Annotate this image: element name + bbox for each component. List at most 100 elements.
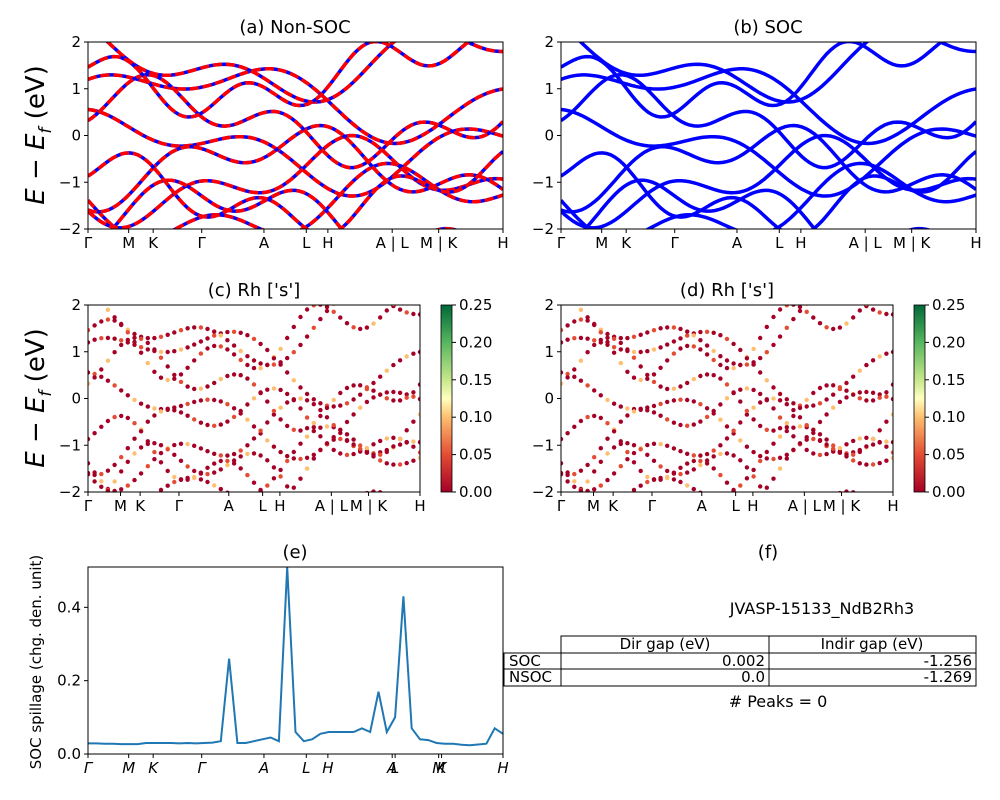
band-point bbox=[565, 293, 569, 297]
band-point bbox=[172, 442, 177, 448]
band-point bbox=[251, 424, 257, 429]
band-point bbox=[245, 333, 250, 338]
band-point bbox=[351, 325, 356, 330]
band-point bbox=[645, 376, 650, 381]
band-point bbox=[758, 370, 763, 375]
band-point bbox=[831, 289, 835, 293]
band-point bbox=[225, 338, 230, 343]
band-point bbox=[265, 347, 270, 353]
band-point bbox=[758, 391, 763, 397]
band-point bbox=[324, 441, 330, 446]
ylabel-top-sub: f bbox=[36, 125, 56, 134]
band-point bbox=[344, 419, 350, 425]
band-point bbox=[738, 420, 743, 425]
band-point bbox=[99, 319, 104, 324]
band-point bbox=[119, 487, 124, 492]
band-point bbox=[291, 456, 296, 461]
band-point bbox=[192, 358, 197, 363]
band-point bbox=[585, 462, 590, 468]
band-point bbox=[397, 398, 403, 403]
band-point bbox=[371, 388, 376, 393]
band-point bbox=[864, 362, 869, 368]
band-point bbox=[92, 371, 97, 377]
band-point bbox=[212, 380, 217, 386]
band-point bbox=[824, 451, 829, 457]
band-line bbox=[578, 42, 976, 104]
band-point bbox=[132, 331, 137, 337]
band-point bbox=[351, 397, 356, 402]
band-point bbox=[172, 408, 177, 413]
band-point bbox=[890, 450, 893, 455]
band-point bbox=[338, 436, 343, 442]
band-point bbox=[265, 362, 270, 368]
x-tick-label: M | K bbox=[350, 497, 389, 515]
band-point bbox=[631, 409, 637, 414]
band-point bbox=[585, 383, 590, 388]
band-point bbox=[698, 453, 703, 458]
colorbar-tick-label: 0.00 bbox=[932, 483, 965, 501]
band-point bbox=[771, 456, 776, 462]
band-point bbox=[718, 451, 723, 457]
band-point bbox=[645, 408, 650, 413]
band-point bbox=[844, 321, 849, 326]
band-point bbox=[178, 379, 184, 385]
band-point bbox=[685, 333, 690, 338]
band-point bbox=[585, 488, 590, 492]
ylabel-spillage: SOC spillage (chg. den. unit) bbox=[27, 555, 45, 770]
band-point bbox=[698, 373, 703, 379]
band-point bbox=[804, 437, 809, 442]
band-point bbox=[572, 479, 577, 484]
band-point bbox=[304, 398, 310, 403]
row-nsoc-indir: -1.269 bbox=[924, 668, 972, 686]
band-point bbox=[877, 428, 882, 433]
band-point bbox=[324, 308, 330, 314]
x-tick-label: M bbox=[587, 497, 600, 515]
band-point bbox=[645, 452, 650, 457]
band-point bbox=[877, 395, 882, 400]
band-point bbox=[205, 326, 210, 332]
band-point bbox=[384, 308, 389, 313]
band-point bbox=[685, 380, 690, 386]
band-point bbox=[671, 325, 677, 330]
band-point bbox=[797, 415, 803, 420]
band-point bbox=[611, 471, 617, 476]
band-point bbox=[404, 460, 409, 466]
band-point bbox=[138, 345, 144, 350]
band-point bbox=[791, 413, 796, 419]
band-point bbox=[572, 471, 577, 477]
band-point bbox=[844, 380, 849, 386]
band-point bbox=[178, 441, 184, 446]
band-point bbox=[864, 497, 868, 501]
band-point bbox=[645, 474, 650, 480]
band-point bbox=[638, 407, 643, 412]
header-dir-gap: Dir gap (eV) bbox=[620, 635, 711, 653]
band-point bbox=[158, 460, 164, 465]
band-point bbox=[311, 305, 316, 308]
y-tick-label: −1 bbox=[532, 436, 554, 454]
band-point bbox=[711, 373, 716, 378]
colorbar-d-gradient bbox=[913, 304, 926, 493]
band-point bbox=[212, 451, 217, 456]
band-point bbox=[561, 436, 564, 442]
band-point bbox=[704, 414, 710, 420]
band-point bbox=[561, 461, 564, 466]
band-point bbox=[338, 430, 343, 436]
band-point bbox=[572, 300, 576, 304]
band-point bbox=[704, 461, 710, 466]
band-point bbox=[631, 443, 637, 448]
band-point bbox=[811, 451, 816, 456]
band-point bbox=[344, 452, 350, 458]
band-point bbox=[132, 421, 137, 426]
band-point bbox=[245, 495, 249, 499]
band-point bbox=[165, 332, 170, 337]
band-point bbox=[391, 497, 395, 501]
band-point bbox=[665, 443, 670, 448]
band-point bbox=[245, 354, 250, 359]
bands bbox=[88, 305, 420, 520]
band-point bbox=[685, 329, 690, 334]
band-point bbox=[312, 516, 316, 520]
band-point bbox=[92, 479, 97, 484]
band-point bbox=[771, 314, 776, 320]
band-point bbox=[119, 455, 124, 460]
band-point bbox=[625, 449, 630, 455]
